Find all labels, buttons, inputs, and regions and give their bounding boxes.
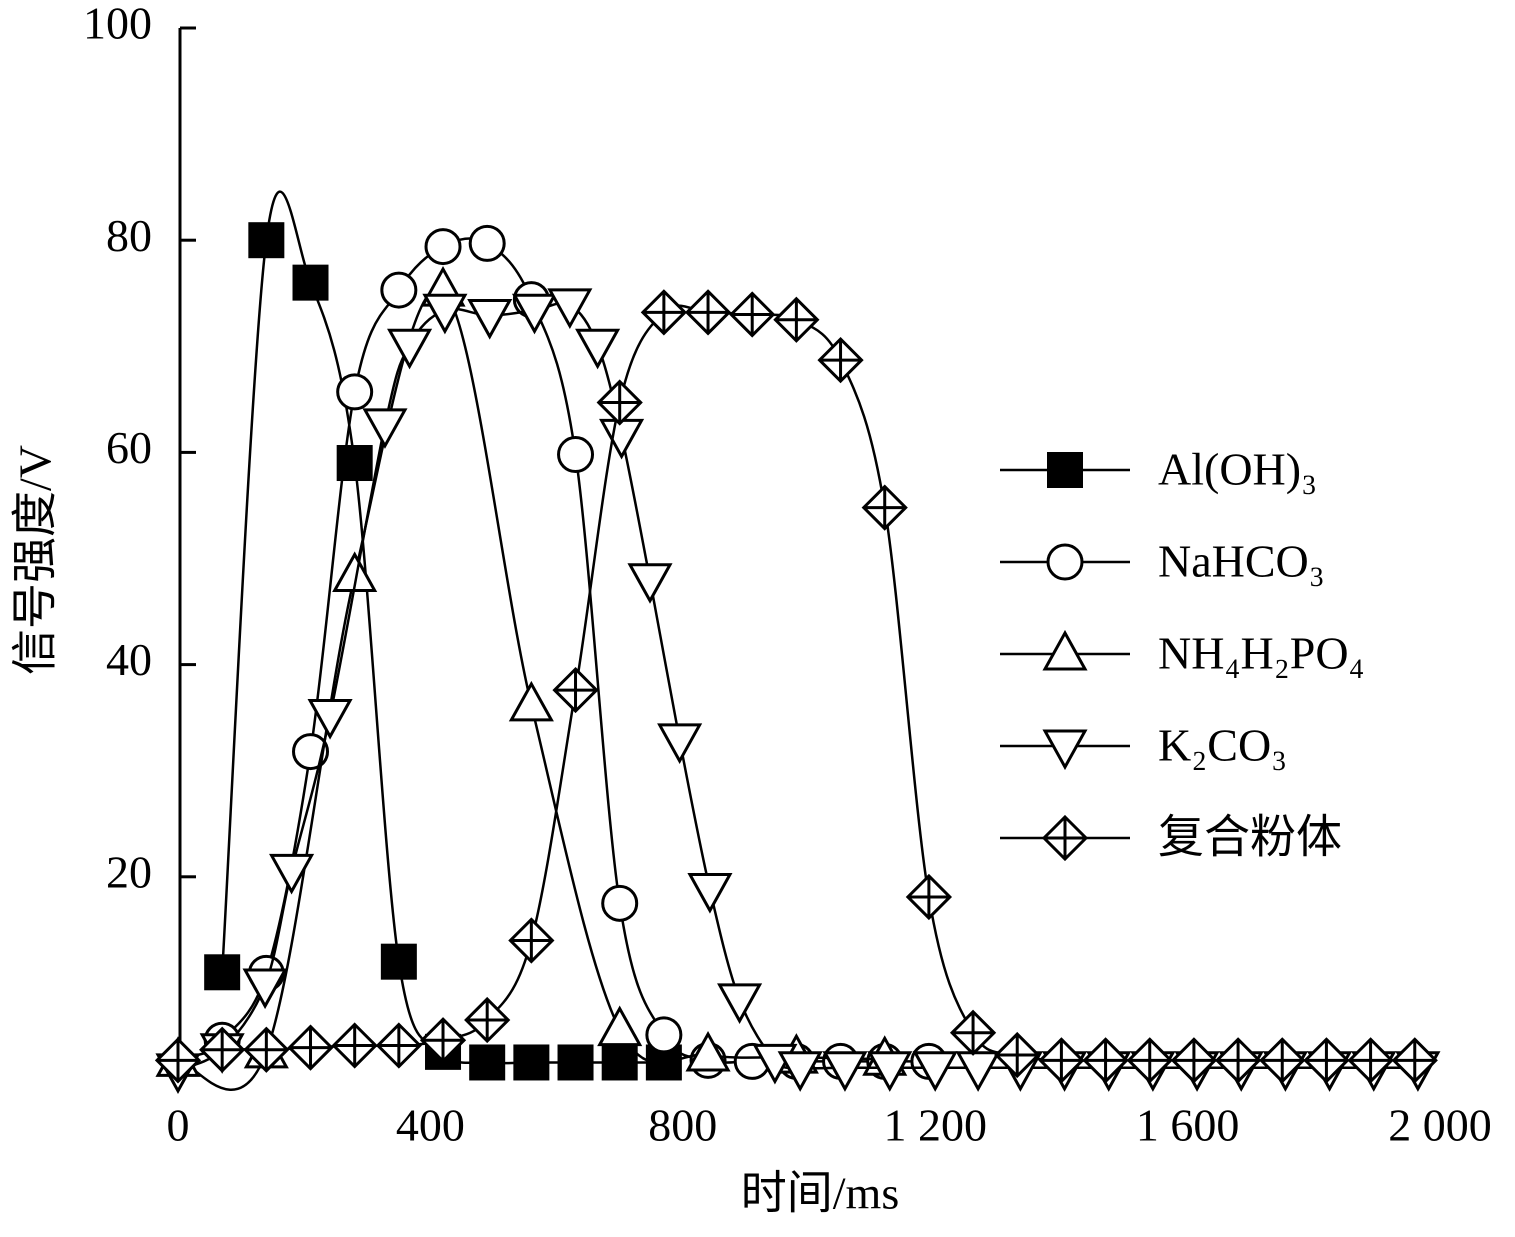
marker	[657, 723, 703, 765]
legend-label: K₂CO₃	[1158, 720, 1287, 771]
marker	[287, 1024, 334, 1071]
marker	[307, 699, 353, 740]
marker	[729, 291, 776, 338]
marker	[822, 1051, 868, 1092]
marker	[513, 1044, 550, 1081]
marker	[645, 1016, 683, 1054]
marker	[331, 1022, 378, 1069]
marker	[861, 484, 908, 531]
marker	[1214, 1037, 1262, 1084]
legend-label: NaHCO₃	[1158, 536, 1325, 587]
x-tick-label: 2 000	[1388, 1100, 1492, 1151]
marker	[292, 264, 329, 301]
marker	[422, 293, 468, 335]
marker	[243, 1026, 290, 1073]
series-markers	[154, 289, 1438, 1084]
series-line	[177, 301, 1418, 1072]
marker	[248, 222, 285, 259]
series-markers	[204, 222, 682, 1081]
marker	[773, 296, 820, 343]
marker	[1047, 452, 1083, 488]
marker	[867, 1051, 913, 1092]
marker	[1126, 1037, 1173, 1084]
y-tick-label: 100	[83, 0, 152, 49]
x-tick-label: 800	[648, 1100, 717, 1151]
marker	[1259, 1037, 1306, 1084]
marker	[552, 666, 599, 714]
marker	[547, 288, 593, 330]
marker	[717, 983, 763, 1024]
marker	[601, 1044, 638, 1081]
marker	[380, 271, 418, 309]
marker	[684, 289, 732, 336]
marker	[1347, 1037, 1394, 1084]
x-tick-label: 400	[396, 1100, 465, 1151]
marker	[1042, 629, 1088, 671]
marker	[199, 1026, 246, 1073]
marker	[601, 884, 639, 922]
marker	[419, 1017, 467, 1064]
marker	[557, 1044, 594, 1081]
marker	[557, 436, 595, 474]
marker	[269, 853, 315, 895]
series-line	[177, 304, 1415, 1062]
y-tick-label: 60	[106, 422, 152, 473]
marker	[1046, 543, 1084, 581]
marker	[685, 1030, 731, 1072]
marker	[464, 996, 511, 1044]
marker	[597, 1005, 643, 1047]
x-tick-label: 0	[167, 1100, 190, 1151]
marker	[336, 373, 374, 411]
marker	[1038, 1037, 1085, 1084]
marker	[640, 289, 687, 336]
x-tick-label: 1 200	[883, 1100, 987, 1151]
marker	[154, 1037, 202, 1084]
marker	[687, 873, 733, 914]
marker	[777, 1051, 823, 1092]
marker	[575, 328, 621, 370]
marker	[387, 328, 433, 370]
y-tick-label: 80	[106, 210, 152, 261]
marker	[375, 1022, 422, 1069]
marker	[994, 1031, 1041, 1079]
marker	[1303, 1037, 1350, 1084]
x-tick-label: 1 600	[1136, 1100, 1240, 1151]
marker	[627, 563, 673, 604]
y-axis-label: 信号强度/V	[10, 445, 61, 675]
marker	[596, 379, 643, 426]
legend-label: 复合粉体	[1158, 812, 1342, 863]
marker	[469, 1044, 506, 1081]
marker	[955, 1051, 1001, 1092]
marker	[204, 954, 241, 991]
y-tick-label: 40	[106, 634, 152, 685]
marker	[912, 1051, 958, 1092]
marker	[1042, 729, 1088, 771]
marker	[1391, 1037, 1438, 1084]
marker	[1170, 1037, 1218, 1084]
marker	[599, 418, 645, 460]
marker	[242, 968, 288, 1010]
y-tick-label: 20	[106, 846, 152, 897]
legend-label: NH₄H₂PO₄	[1158, 628, 1365, 679]
marker	[508, 680, 554, 722]
x-axis-label: 时间/ms	[741, 1168, 899, 1219]
marker	[905, 873, 953, 921]
marker	[949, 1009, 997, 1056]
marker	[1082, 1037, 1129, 1084]
series-markers	[155, 288, 1441, 1094]
marker	[380, 943, 417, 980]
marker	[1041, 814, 1089, 862]
marker	[424, 228, 462, 266]
marker	[362, 408, 408, 449]
marker	[817, 336, 864, 384]
marker	[467, 299, 513, 340]
marker	[511, 293, 558, 335]
marker	[508, 917, 555, 964]
legend-label: Al(OH)₃	[1158, 444, 1317, 495]
marker	[468, 224, 506, 262]
